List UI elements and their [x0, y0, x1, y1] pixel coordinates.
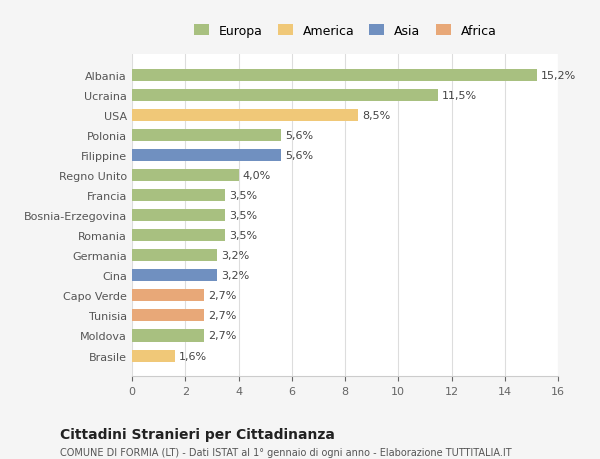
Text: 8,5%: 8,5% — [362, 111, 391, 121]
Text: 15,2%: 15,2% — [541, 71, 576, 81]
Bar — [132, 250, 217, 262]
Text: 5,6%: 5,6% — [285, 151, 313, 161]
Text: COMUNE DI FORMIA (LT) - Dati ISTAT al 1° gennaio di ogni anno - Elaborazione TUT: COMUNE DI FORMIA (LT) - Dati ISTAT al 1°… — [60, 448, 512, 458]
Text: 3,5%: 3,5% — [229, 231, 257, 241]
Text: 5,6%: 5,6% — [285, 131, 313, 141]
Legend: Europa, America, Asia, Africa: Europa, America, Asia, Africa — [188, 20, 502, 43]
Text: 2,7%: 2,7% — [208, 311, 236, 321]
Bar — [132, 190, 225, 202]
Bar — [132, 330, 204, 342]
Bar — [132, 170, 239, 182]
Text: 3,5%: 3,5% — [229, 211, 257, 221]
Bar — [132, 210, 225, 222]
Bar — [132, 230, 225, 242]
Text: 4,0%: 4,0% — [242, 171, 271, 181]
Bar — [132, 130, 281, 142]
Text: 3,5%: 3,5% — [229, 191, 257, 201]
Text: 2,7%: 2,7% — [208, 331, 236, 341]
Text: 11,5%: 11,5% — [442, 91, 478, 101]
Bar — [132, 150, 281, 162]
Text: 3,2%: 3,2% — [221, 271, 250, 281]
Text: 2,7%: 2,7% — [208, 291, 236, 301]
Bar — [132, 270, 217, 282]
Bar — [132, 110, 358, 122]
Bar — [132, 290, 204, 302]
Text: 3,2%: 3,2% — [221, 251, 250, 261]
Text: 1,6%: 1,6% — [179, 351, 207, 361]
Bar — [132, 90, 438, 102]
Bar — [132, 350, 175, 362]
Bar — [132, 70, 537, 82]
Bar — [132, 310, 204, 322]
Text: Cittadini Stranieri per Cittadinanza: Cittadini Stranieri per Cittadinanza — [60, 427, 335, 441]
